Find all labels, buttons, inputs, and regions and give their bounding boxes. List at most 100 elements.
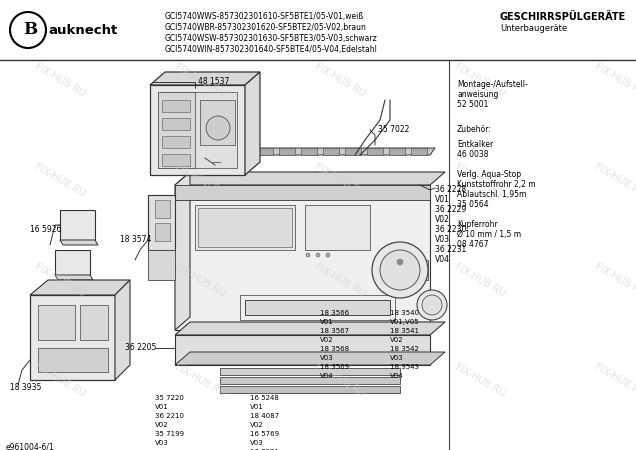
Text: Kunststoffrohr 2,2 m: Kunststoffrohr 2,2 m xyxy=(457,180,536,189)
Polygon shape xyxy=(245,300,390,315)
Text: 35 7022: 35 7022 xyxy=(378,126,410,135)
Text: V02: V02 xyxy=(155,422,169,428)
Text: 36 2229: 36 2229 xyxy=(435,205,466,214)
Text: 36 2205: 36 2205 xyxy=(125,343,156,352)
Polygon shape xyxy=(150,72,260,85)
Text: Kupferrohr: Kupferrohr xyxy=(457,220,498,229)
Text: e961004-6/1: e961004-6/1 xyxy=(6,442,55,450)
Text: 18 3567: 18 3567 xyxy=(320,328,349,334)
Circle shape xyxy=(372,242,428,298)
Text: 18 3566: 18 3566 xyxy=(320,310,349,316)
Text: FIX-HUB.RU: FIX-HUB.RU xyxy=(313,261,367,298)
Polygon shape xyxy=(220,377,400,384)
Polygon shape xyxy=(301,148,317,155)
Text: FIX-HUB.RU: FIX-HUB.RU xyxy=(173,62,227,99)
Text: V04: V04 xyxy=(320,373,334,379)
Polygon shape xyxy=(55,250,90,275)
Circle shape xyxy=(397,259,403,265)
Polygon shape xyxy=(175,352,445,365)
Text: V02: V02 xyxy=(435,215,450,224)
Circle shape xyxy=(380,250,420,290)
Circle shape xyxy=(316,253,320,257)
Text: V04: V04 xyxy=(435,255,450,264)
Text: FIX-HUB.RU: FIX-HUB.RU xyxy=(593,362,636,398)
Polygon shape xyxy=(175,185,430,200)
Text: anweisung: anweisung xyxy=(457,90,499,99)
Text: V02: V02 xyxy=(320,337,334,343)
Text: 08 4767: 08 4767 xyxy=(457,240,488,249)
Text: V03: V03 xyxy=(390,355,404,361)
Text: 36 2230: 36 2230 xyxy=(435,225,466,234)
Text: FIX-HUB.RU: FIX-HUB.RU xyxy=(173,261,227,298)
Polygon shape xyxy=(175,172,190,330)
Text: 36 2228: 36 2228 xyxy=(435,185,466,194)
Polygon shape xyxy=(257,148,273,155)
Text: 18 3935: 18 3935 xyxy=(10,383,41,392)
Polygon shape xyxy=(155,223,170,241)
Polygon shape xyxy=(162,118,190,130)
Polygon shape xyxy=(367,148,383,155)
Text: 16 5248: 16 5248 xyxy=(250,395,279,401)
Text: 18 3569: 18 3569 xyxy=(320,364,349,370)
Text: V03: V03 xyxy=(250,440,264,446)
Text: 18 4087: 18 4087 xyxy=(250,413,279,419)
Polygon shape xyxy=(175,185,430,330)
Text: Unterbaugeräte: Unterbaugeräte xyxy=(500,24,567,33)
Text: V03: V03 xyxy=(435,235,450,244)
Text: V01: V01 xyxy=(250,404,264,410)
Text: Ablautschl. 1,95m: Ablautschl. 1,95m xyxy=(457,190,527,199)
Text: Entkalker: Entkalker xyxy=(457,140,494,149)
Text: V01,V05: V01,V05 xyxy=(390,319,420,325)
Polygon shape xyxy=(148,195,175,250)
Text: V01: V01 xyxy=(155,404,169,410)
Polygon shape xyxy=(411,148,427,155)
Text: GCI5740WIN-857302301640-SF5BTE4/05-V04,Edelstahl: GCI5740WIN-857302301640-SF5BTE4/05-V04,E… xyxy=(165,45,378,54)
Text: 18 3541: 18 3541 xyxy=(390,328,419,334)
Circle shape xyxy=(422,295,442,315)
Polygon shape xyxy=(162,100,190,112)
Text: 46 0038: 46 0038 xyxy=(457,150,488,159)
Text: FIX-HUB.RU: FIX-HUB.RU xyxy=(593,162,636,198)
Polygon shape xyxy=(150,85,245,175)
Text: FIX-HUB.RU: FIX-HUB.RU xyxy=(33,62,87,99)
Text: V03: V03 xyxy=(320,355,334,361)
Polygon shape xyxy=(115,280,130,380)
Text: B: B xyxy=(23,22,37,39)
Polygon shape xyxy=(200,100,235,145)
Polygon shape xyxy=(30,280,130,295)
Text: FIX-HUB.RU: FIX-HUB.RU xyxy=(33,261,87,298)
Text: 18 3568: 18 3568 xyxy=(320,346,349,352)
Polygon shape xyxy=(305,205,370,250)
Text: FIX-HUB.RU: FIX-HUB.RU xyxy=(173,162,227,198)
Polygon shape xyxy=(345,148,361,155)
Polygon shape xyxy=(162,154,190,166)
Text: FIX-HUB.RU: FIX-HUB.RU xyxy=(313,362,367,398)
Text: V02: V02 xyxy=(390,337,404,343)
Text: Zubehör:: Zubehör: xyxy=(457,125,492,134)
Text: GESCHIRRSPÜLGERÄTE: GESCHIRRSPÜLGERÄTE xyxy=(500,12,626,22)
Text: FIX-HUB.RU: FIX-HUB.RU xyxy=(33,162,87,198)
Polygon shape xyxy=(80,305,108,340)
Polygon shape xyxy=(279,148,295,155)
Text: auknecht: auknecht xyxy=(48,23,117,36)
Text: FIX-HUB.RU: FIX-HUB.RU xyxy=(453,362,507,398)
Circle shape xyxy=(417,290,447,320)
Polygon shape xyxy=(60,240,98,245)
Polygon shape xyxy=(60,210,95,240)
Text: 18 3540: 18 3540 xyxy=(390,310,419,316)
Polygon shape xyxy=(55,275,93,280)
Text: FIX-HUB.RU: FIX-HUB.RU xyxy=(453,261,507,298)
Circle shape xyxy=(326,253,330,257)
Text: V03: V03 xyxy=(155,440,169,446)
Text: FIX-HUB.RU: FIX-HUB.RU xyxy=(313,162,367,198)
Text: FIX-HUB.RU: FIX-HUB.RU xyxy=(33,362,87,398)
Polygon shape xyxy=(155,200,170,218)
Polygon shape xyxy=(195,205,295,250)
Text: 52 5001: 52 5001 xyxy=(457,100,488,109)
Text: V01: V01 xyxy=(435,195,450,204)
Polygon shape xyxy=(198,208,292,247)
Text: 16 5769: 16 5769 xyxy=(250,431,279,437)
Polygon shape xyxy=(415,260,428,280)
Text: 18 3521: 18 3521 xyxy=(250,449,279,450)
Text: 36 2231: 36 2231 xyxy=(435,245,466,254)
